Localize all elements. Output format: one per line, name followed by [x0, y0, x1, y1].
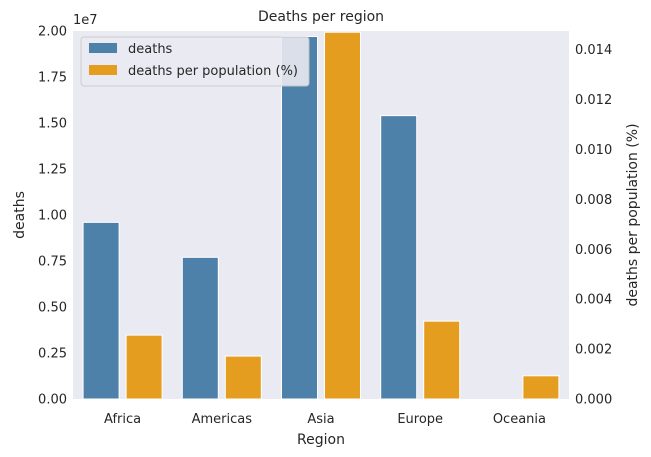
legend-label-deaths-per-population: deaths per population (%)	[128, 64, 298, 79]
bar-deaths-africa	[82, 221, 120, 400]
left-tick-label: 1.50	[38, 117, 67, 132]
left-tick-label: 1.25	[38, 163, 67, 178]
left-tick-label: 1.00	[38, 209, 67, 224]
bar-deaths-per-population-africa	[125, 334, 163, 400]
x-tick-label-africa: Africa	[104, 412, 141, 427]
bar-deaths-per-population-asia	[324, 31, 361, 400]
right-tick-label: 0.006	[575, 243, 612, 258]
left-axis-ticks: 0.00 0.25 0.50 0.75 1.00 1.25 1.50 1.75 2.00	[38, 25, 67, 408]
left-tick-label: 1.75	[38, 71, 67, 86]
bar-deaths-europe	[380, 115, 418, 400]
bar-deaths-per-population-americas	[224, 355, 262, 400]
y-axis-label-right: deaths per population (%)	[625, 123, 641, 306]
y-axis-label-left: deaths	[12, 191, 28, 239]
left-axis-exponent: 1e7	[73, 13, 98, 28]
right-tick-label: 0.000	[575, 393, 612, 408]
bar-deaths-per-population-europe	[423, 320, 461, 400]
chart-title: Deaths per region	[258, 9, 384, 25]
left-tick-label: 2.00	[38, 25, 67, 40]
right-tick-label: 0.002	[575, 343, 612, 358]
x-tick-label-oceania: Oceania	[493, 412, 546, 427]
bar-deaths-per-population-oceania	[522, 375, 560, 400]
x-tick-label-asia: Asia	[307, 412, 334, 427]
legend-swatch-deaths-per-population	[89, 65, 117, 75]
left-tick-label: 0.25	[38, 347, 67, 362]
bars-group	[82, 31, 560, 400]
left-tick-label: 0.50	[38, 301, 67, 316]
right-tick-label: 0.010	[575, 143, 612, 158]
right-tick-label: 0.004	[575, 293, 612, 308]
legend-label-deaths: deaths	[128, 42, 173, 57]
bar-deaths-asia	[281, 36, 318, 400]
legend-box	[80, 36, 310, 87]
right-tick-label: 0.012	[575, 93, 612, 108]
x-tick-label-europe: Europe	[397, 412, 443, 427]
legend: deaths deaths per population (%)	[80, 36, 310, 87]
x-axis-ticks: Africa Americas Asia Europe Oceania	[104, 412, 546, 427]
left-tick-label: 0.75	[38, 255, 67, 270]
legend-swatch-deaths	[89, 43, 117, 53]
x-axis-label: Region	[297, 432, 345, 448]
left-tick-label: 0.00	[38, 393, 67, 408]
right-axis-ticks: 0.000 0.002 0.004 0.006 0.008 0.010 0.012 0.014	[575, 43, 612, 407]
x-tick-label-americas: Americas	[192, 412, 253, 427]
bar-deaths-americas	[181, 256, 219, 400]
right-tick-label: 0.014	[575, 43, 612, 58]
right-tick-label: 0.008	[575, 193, 612, 208]
